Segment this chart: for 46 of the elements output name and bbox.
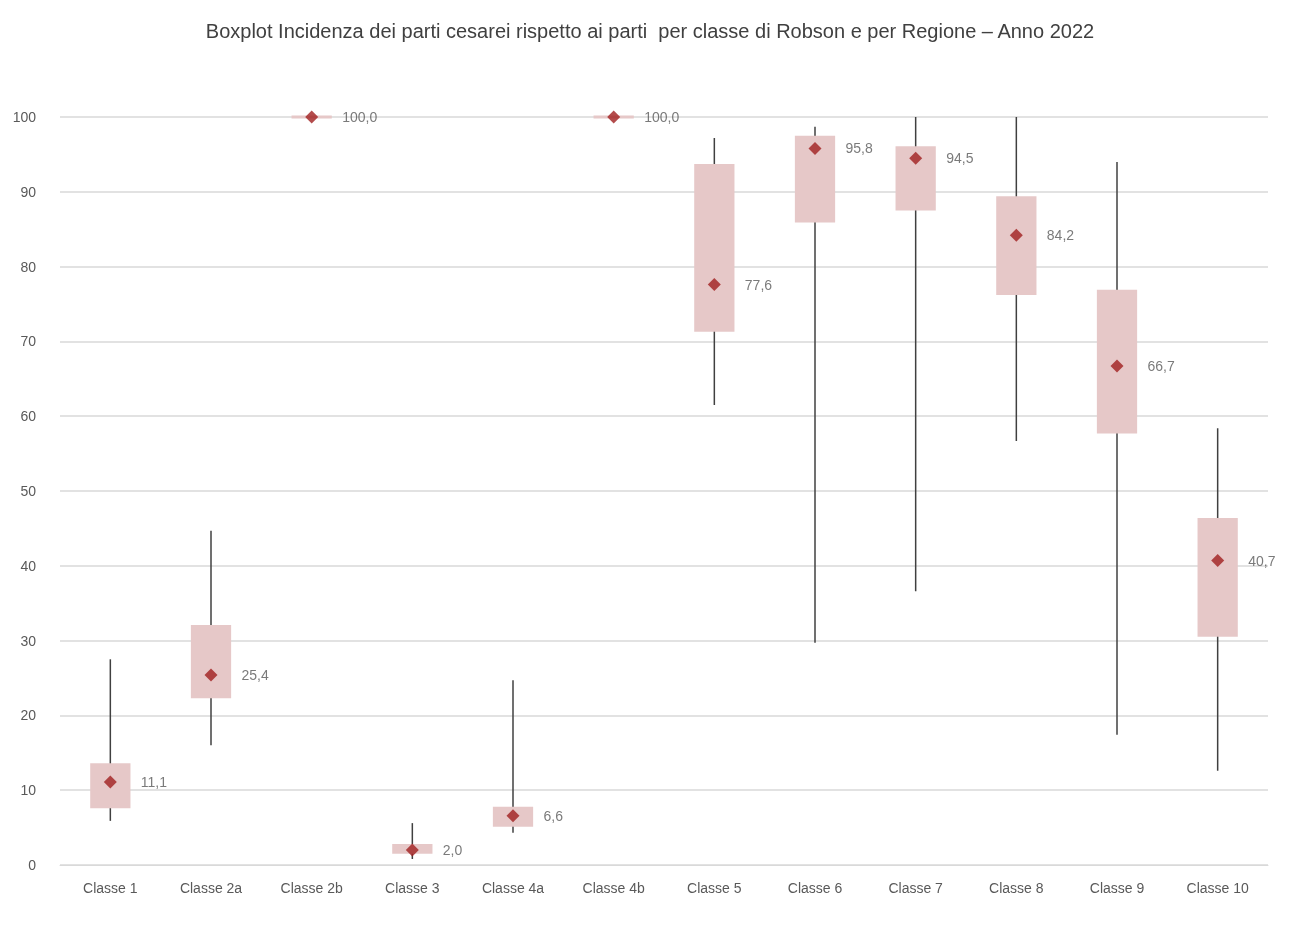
x-tick-label: Classe 10 [1186, 880, 1249, 896]
x-tick-label: Classe 6 [787, 880, 843, 896]
x-tick-label: Classe 4a [481, 880, 545, 896]
x-tick-label: Classe 7 [888, 880, 944, 896]
data-label: 100,0 [644, 109, 680, 125]
data-label: 40,7 [1248, 552, 1276, 569]
y-tick-label: 10 [20, 782, 37, 799]
data-label: 94,5 [946, 150, 974, 167]
y-tick-label: 50 [20, 483, 37, 499]
y-tick-label: 100 [12, 109, 37, 125]
x-tick-label: Classe 1 [83, 880, 138, 896]
x-tick-label: Classe 2b [280, 880, 343, 896]
y-tick-label: 80 [20, 258, 37, 275]
y-tick-label: 90 [20, 183, 37, 200]
x-tick-label: Classe 2a [179, 880, 243, 896]
data-label: 11,1 [140, 773, 168, 790]
data-label: 6,6 [543, 807, 564, 824]
data-label: 25,4 [241, 667, 269, 684]
point [305, 110, 319, 124]
data-label: 95,8 [845, 140, 873, 157]
point [1110, 359, 1124, 373]
x-tick-label: Classe 5 [687, 880, 742, 896]
x-tick-label: Classe 4b [582, 880, 645, 896]
point [1211, 554, 1225, 568]
y-tick-label: 70 [20, 333, 37, 350]
point [909, 151, 923, 165]
data-label: 66,7 [1147, 358, 1175, 375]
data-label: 2,0 [442, 842, 463, 859]
y-tick-label: 0 [28, 857, 37, 873]
x-tick-label: Classe 3 [385, 880, 440, 896]
y-tick-label: 20 [20, 707, 37, 724]
x-tick-label: Classe 9 [1089, 880, 1145, 896]
y-tick-label: 40 [20, 557, 37, 574]
point [1009, 228, 1023, 242]
y-tick-label: 30 [20, 632, 37, 649]
data-label: 84,2 [1046, 227, 1075, 244]
y-tick-label: 60 [20, 408, 37, 425]
data-label: 77,6 [744, 276, 773, 293]
point [204, 668, 218, 682]
point [607, 110, 621, 124]
data-label: 100,0 [342, 109, 378, 125]
x-tick-label: Classe 8 [989, 880, 1044, 896]
point [707, 278, 721, 292]
point [808, 141, 822, 155]
point [405, 843, 419, 857]
chart-title: Boxplot Incidenza dei parti cesarei rispetto ai parti per classe di Robson e per Regione – Anno 2022 [205, 20, 1095, 42]
